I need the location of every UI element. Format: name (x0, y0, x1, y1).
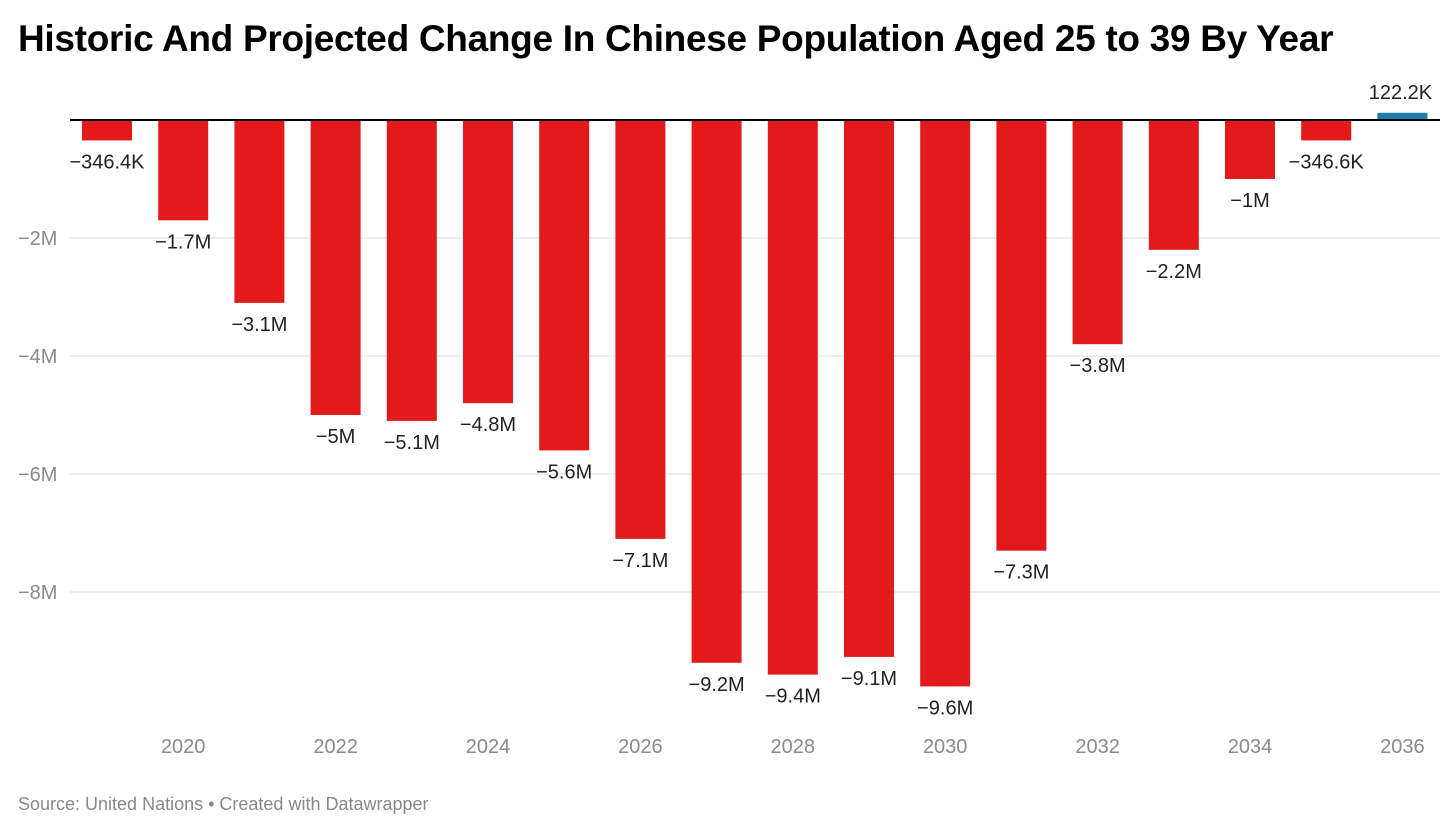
bar (691, 120, 742, 663)
source-note: Source: United Nations • Created with Da… (18, 794, 429, 814)
x-tick-label: 2032 (1075, 736, 1120, 758)
value-label: −2.2M (1146, 261, 1202, 283)
value-label: 122.2K (1369, 82, 1433, 104)
x-tick-label: 2022 (313, 736, 358, 758)
value-label: −5M (316, 426, 355, 448)
bar (310, 120, 361, 415)
value-label: −346.4K (69, 151, 145, 173)
value-label: −7.1M (612, 550, 668, 572)
bar (539, 120, 590, 451)
value-label: −4.8M (460, 414, 516, 436)
x-tick-label: 2026 (618, 736, 663, 758)
value-label: −3.1M (231, 314, 287, 336)
chart-title: Historic And Projected Change In Chinese… (18, 18, 1334, 59)
y-tick-label: −2M (18, 228, 57, 250)
x-tick-label: 2020 (161, 736, 206, 758)
value-label: −346.6K (1289, 151, 1365, 173)
value-label: −9.1M (841, 668, 897, 690)
value-label: −5.6M (536, 461, 592, 483)
x-tick-label: 2030 (923, 736, 968, 758)
bar (844, 120, 894, 657)
x-tick-label: 2028 (771, 736, 816, 758)
bar (920, 120, 971, 687)
x-tick-label: 2034 (1228, 736, 1273, 758)
bar (1148, 120, 1199, 250)
value-label: −5.1M (384, 432, 440, 454)
y-tick-label: −6M (18, 464, 57, 486)
value-label: −9.4M (765, 686, 821, 708)
value-label: −1M (1230, 190, 1269, 212)
x-tick-label: 2036 (1380, 736, 1425, 758)
bar (1301, 120, 1352, 141)
bar (463, 120, 513, 404)
y-tick-label: −4M (18, 346, 57, 368)
bar (1225, 120, 1275, 179)
bar (767, 120, 818, 675)
value-label: −7.3M (993, 562, 1049, 584)
bar-chart: −2M −4M −6M −8M −346.4K −1.7M −3.1M −5M −5.1M −4.… (18, 82, 1440, 758)
bar (1377, 112, 1428, 120)
value-label: −9.2M (689, 674, 745, 696)
bar (234, 120, 285, 303)
y-tick-label: −8M (18, 582, 57, 604)
value-label: −3.8M (1070, 355, 1126, 377)
value-label: −1.7M (155, 231, 211, 253)
bar (82, 120, 132, 141)
bar (1072, 120, 1123, 345)
bar (386, 120, 437, 421)
bar (158, 120, 209, 221)
bar (996, 120, 1047, 551)
x-tick-label: 2024 (466, 736, 511, 758)
bar (615, 120, 666, 539)
value-label: −9.6M (917, 697, 973, 719)
